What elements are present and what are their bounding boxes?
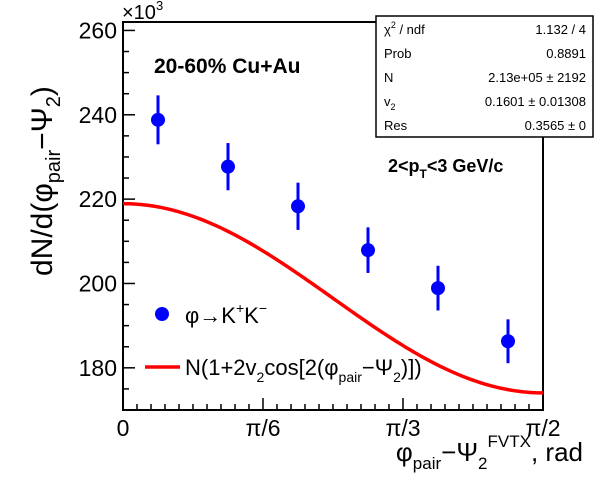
x-tick-label: π/6 — [245, 415, 280, 441]
stats-label: Res — [384, 118, 408, 133]
stats-value: 0.1601 ± 0.01308 — [485, 94, 586, 109]
data-point — [431, 281, 445, 296]
y-multiplier: ×103 — [122, 0, 163, 24]
x-tick-label: π/2 — [525, 415, 560, 441]
y-tick-label: 220 — [79, 186, 117, 212]
data-point — [501, 334, 515, 349]
y-tick-label: 180 — [79, 355, 117, 381]
legend-fit-label: N(1+2v2cos[2(φpair−Ψ2)]) — [185, 355, 422, 385]
stats-label: N — [384, 70, 393, 85]
x-axis: 0 π/6 π/3 π/2 — [117, 398, 561, 441]
data-point — [151, 112, 165, 127]
legend: φ→K+K− N(1+2v2cos[2(φpair−Ψ2)]) — [145, 300, 422, 385]
stats-value: 1.132 / 4 — [535, 22, 586, 37]
stats-value: 0.8891 — [546, 46, 586, 61]
y-tick-label: 200 — [79, 270, 117, 296]
stats-label: χ2 / ndf — [384, 20, 425, 37]
x-axis-title: φpair−Ψ2FVTX, rad — [396, 432, 583, 473]
stats-box: χ2 / ndf 1.132 / 4 Prob 0.8891 N 2.13e+05 ± 2… — [375, 15, 594, 138]
y-tick-label: 260 — [79, 17, 117, 43]
y-axis: 180 200 220 240 260 — [79, 17, 135, 411]
pt-range-label: 2<pT<3 GeV/c — [388, 156, 503, 181]
collision-label: 20-60% Cu+Au — [154, 55, 300, 78]
legend-marker — [155, 307, 169, 321]
legend-marker-label: φ→K+K− — [185, 300, 267, 328]
y-axis-title: dN/d(φpair−Ψ2) — [26, 86, 65, 276]
stats-label: v2 — [384, 94, 396, 112]
data-points — [151, 95, 515, 364]
data-point — [221, 159, 235, 174]
y-tick-label: 240 — [79, 102, 117, 128]
x-tick-label: 0 — [117, 415, 130, 441]
data-point — [361, 243, 375, 258]
fit-curve — [122, 201, 544, 395]
stats-value: 2.13e+05 ± 2192 — [488, 70, 586, 85]
stats-label: Prob — [384, 46, 411, 61]
stats-value: 0.3565 ± 0 — [525, 118, 586, 133]
x-tick-label: π/3 — [385, 415, 420, 441]
data-point — [291, 199, 305, 214]
